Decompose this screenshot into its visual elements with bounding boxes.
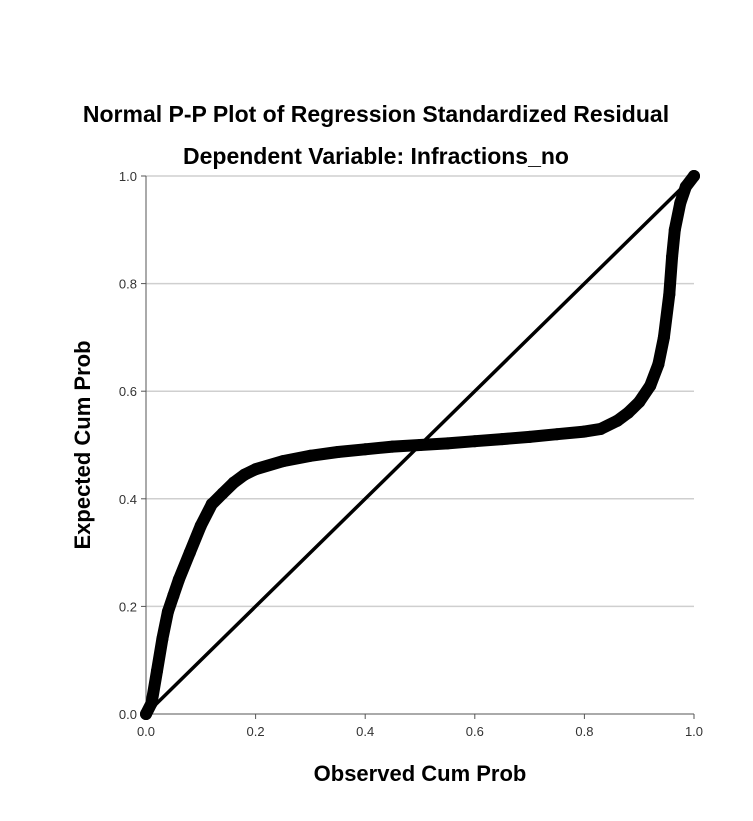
data-point <box>216 487 229 500</box>
y-tick-label: 0.0 <box>119 707 137 722</box>
data-point <box>644 379 657 392</box>
data-point <box>633 395 646 408</box>
x-tick-label: 0.8 <box>575 724 593 739</box>
data-point <box>594 422 607 435</box>
data-point <box>386 440 399 453</box>
chart-subtitle: Dependent Variable: Infractions_no <box>183 143 569 169</box>
data-point <box>238 468 251 481</box>
data-point <box>551 428 563 441</box>
data-points <box>140 170 700 720</box>
data-point <box>523 430 536 443</box>
data-point <box>657 331 670 344</box>
data-point <box>688 170 700 182</box>
data-point <box>359 443 372 456</box>
x-tick-labels: 0.0 0.2 0.4 0.6 0.8 1.0 <box>137 724 703 739</box>
data-point <box>468 435 481 448</box>
data-point <box>652 358 665 371</box>
x-tick-label: 1.0 <box>685 724 703 739</box>
data-point <box>150 664 163 677</box>
data-point <box>227 476 240 489</box>
data-point <box>674 196 687 209</box>
data-point <box>156 632 169 645</box>
data-point <box>331 445 344 458</box>
data-point <box>194 519 207 532</box>
data-point <box>167 589 180 602</box>
data-point <box>249 463 262 476</box>
y-tick-labels: 0.0 0.2 0.4 0.6 0.8 1.0 <box>119 169 137 722</box>
data-point <box>172 573 185 586</box>
y-tick-label: 0.8 <box>119 277 137 292</box>
data-point <box>145 697 158 710</box>
data-point <box>611 414 624 427</box>
chart-title: Normal P-P Plot of Regression Standardiz… <box>83 101 669 127</box>
data-point <box>183 546 196 559</box>
y-tick-label: 0.2 <box>119 599 137 614</box>
x-tick-label: 0.0 <box>137 724 155 739</box>
data-point <box>205 498 218 511</box>
data-point <box>441 437 454 450</box>
data-point <box>496 433 509 446</box>
data-point <box>277 455 289 468</box>
data-point <box>140 708 152 720</box>
data-point <box>622 406 635 419</box>
data-point <box>161 605 174 618</box>
y-axis-label: Expected Cum Prob <box>70 340 95 549</box>
data-point <box>578 425 591 438</box>
y-tick-label: 1.0 <box>119 169 137 184</box>
data-point <box>668 223 681 236</box>
data-point <box>666 250 679 263</box>
x-axis-label: Observed Cum Prob <box>314 761 527 786</box>
y-tick-label: 0.6 <box>119 384 137 399</box>
data-point <box>663 288 676 301</box>
y-tick-label: 0.4 <box>119 492 137 507</box>
data-point <box>679 180 692 193</box>
x-tick-label: 0.6 <box>466 724 484 739</box>
grid-lines <box>146 175 694 608</box>
x-tick-label: 0.2 <box>247 724 265 739</box>
data-point <box>414 439 426 451</box>
data-point <box>304 449 317 462</box>
x-tick-label: 0.4 <box>356 724 374 739</box>
